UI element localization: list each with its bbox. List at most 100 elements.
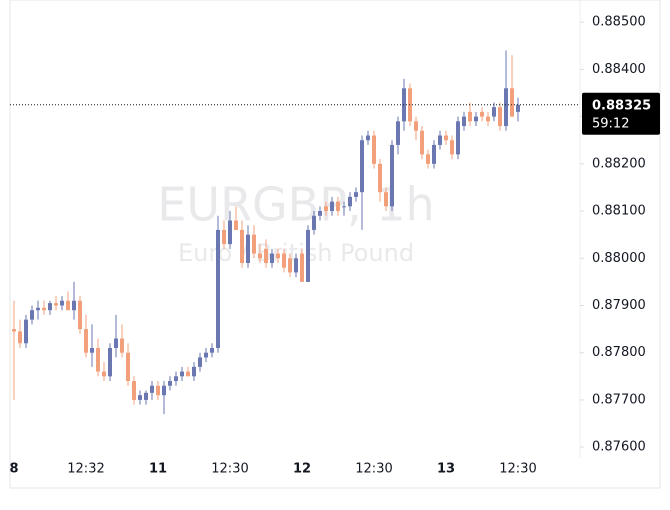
x-tick-label: 12:30 bbox=[499, 462, 536, 477]
candle-body bbox=[102, 371, 106, 377]
candle-body bbox=[192, 366, 196, 377]
candle-body bbox=[462, 116, 466, 127]
candle-body bbox=[474, 116, 478, 122]
candle-body bbox=[396, 121, 400, 145]
candle-body bbox=[12, 329, 16, 332]
candle-body bbox=[204, 352, 208, 358]
candle-body bbox=[420, 130, 424, 155]
candle-body bbox=[306, 229, 310, 282]
candle-body bbox=[294, 258, 298, 273]
y-tick-label: 0.88400 bbox=[592, 62, 646, 77]
candle-body bbox=[42, 307, 46, 311]
candle-body bbox=[336, 201, 340, 212]
candle-body bbox=[174, 376, 178, 382]
candle-body bbox=[90, 347, 94, 353]
candle-body bbox=[180, 371, 184, 377]
candle-body bbox=[198, 357, 202, 367]
candle-body bbox=[378, 163, 382, 193]
candle-body bbox=[120, 338, 124, 353]
candle-body bbox=[78, 300, 82, 330]
candle-body bbox=[360, 140, 364, 193]
candle-body bbox=[288, 258, 292, 273]
candle-body bbox=[510, 88, 514, 117]
candle-body bbox=[150, 385, 154, 393]
x-tick-label: 12:32 bbox=[67, 462, 104, 477]
candle-body bbox=[390, 144, 394, 207]
x-tick-label: 12:30 bbox=[355, 462, 392, 477]
candle-body bbox=[48, 303, 52, 311]
countdown-label: 59:12 bbox=[592, 116, 629, 131]
candle-body bbox=[66, 300, 70, 311]
candle-body bbox=[96, 347, 100, 372]
candle-body bbox=[480, 111, 484, 117]
candle-body bbox=[24, 319, 28, 344]
candle-body bbox=[186, 371, 190, 377]
candle-body bbox=[348, 196, 352, 207]
x-tick-label: 12:30 bbox=[211, 462, 248, 477]
candle-body bbox=[468, 111, 472, 122]
candle-body bbox=[258, 253, 262, 259]
candle-body bbox=[384, 192, 388, 207]
candle-body bbox=[516, 104, 520, 112]
candle-body bbox=[30, 310, 34, 320]
candle-body bbox=[300, 253, 304, 282]
candle-body bbox=[240, 229, 244, 263]
candle-body bbox=[372, 135, 376, 164]
candle-body bbox=[354, 192, 358, 197]
candle-body bbox=[132, 381, 136, 400]
candle-body bbox=[504, 88, 508, 127]
candle-body bbox=[432, 144, 436, 164]
y-tick-label: 0.87600 bbox=[592, 440, 646, 455]
x-tick-label: 8 bbox=[9, 462, 18, 477]
chart-frame bbox=[9, 0, 661, 489]
candle-body bbox=[426, 154, 430, 164]
candle-body bbox=[84, 329, 88, 353]
candle-body bbox=[210, 347, 214, 353]
candle-body bbox=[366, 135, 370, 141]
last-price-box bbox=[582, 92, 660, 135]
candle-body bbox=[444, 135, 448, 141]
candle-body bbox=[228, 220, 232, 245]
candle-body bbox=[18, 331, 22, 344]
candle-body bbox=[270, 253, 274, 263]
y-tick-label: 0.87700 bbox=[592, 392, 646, 407]
candle-body bbox=[330, 201, 334, 212]
candle-body bbox=[126, 352, 130, 382]
candle-body bbox=[324, 206, 328, 212]
candle-body bbox=[414, 121, 418, 131]
candle-body bbox=[438, 135, 442, 145]
candle-body bbox=[276, 253, 280, 259]
x-tick-label: 12 bbox=[293, 462, 311, 477]
candle-body bbox=[318, 211, 322, 216]
y-tick-label: 0.87800 bbox=[592, 345, 646, 360]
x-tick-label: 11 bbox=[149, 462, 167, 477]
candle-body bbox=[216, 229, 220, 348]
candle-body bbox=[114, 338, 118, 348]
candle-body bbox=[138, 395, 142, 400]
candle-body bbox=[450, 140, 454, 155]
candle-body bbox=[498, 107, 502, 127]
candle-body bbox=[246, 234, 250, 263]
y-tick-label: 0.88000 bbox=[592, 251, 646, 266]
candle-body bbox=[282, 253, 286, 268]
watermark-symbol: EURGBP, 1h bbox=[157, 178, 434, 232]
x-tick-label: 13 bbox=[437, 462, 455, 477]
candle-body bbox=[36, 307, 40, 311]
y-tick-label: 0.88200 bbox=[592, 156, 646, 171]
y-tick-label: 0.88100 bbox=[592, 204, 646, 219]
candle-body bbox=[108, 347, 112, 377]
candle-body bbox=[54, 303, 58, 306]
candle-body bbox=[168, 381, 172, 386]
candle-body bbox=[492, 107, 496, 117]
candle-body bbox=[72, 300, 76, 311]
candle-body bbox=[144, 392, 148, 400]
y-tick-label: 0.88500 bbox=[592, 15, 646, 30]
candle-body bbox=[252, 234, 256, 254]
candle-body bbox=[486, 116, 490, 122]
candle-body bbox=[456, 121, 460, 155]
candle-body bbox=[264, 248, 268, 263]
candle-body bbox=[234, 220, 238, 230]
y-tick-label: 0.87900 bbox=[592, 298, 646, 313]
candle-body bbox=[222, 229, 226, 245]
